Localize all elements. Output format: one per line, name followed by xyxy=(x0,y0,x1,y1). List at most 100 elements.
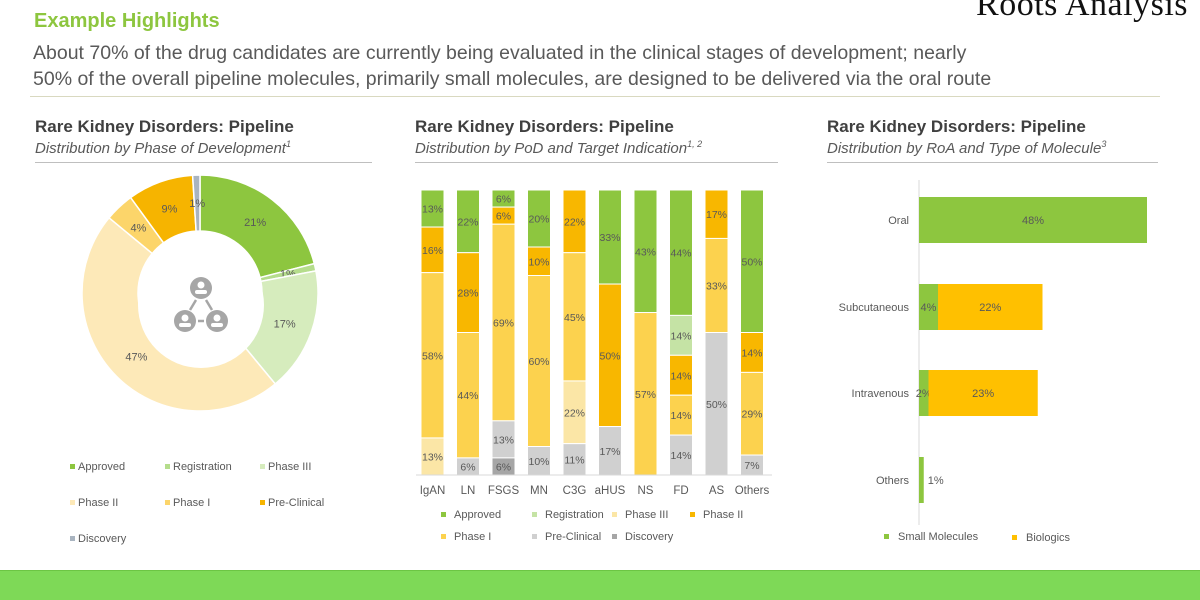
chart1-title: Rare Kidney Disorders: Pipeline xyxy=(35,117,294,136)
bar-label-ahus-approved: 33% xyxy=(599,232,620,244)
bar-label-others-phase-ii: 14% xyxy=(741,347,762,359)
legend-swatch-phase-iii xyxy=(260,464,265,469)
legend-swatch-discovery xyxy=(70,536,75,541)
bar-label-igan-approved: 13% xyxy=(422,204,443,216)
bar-label-ahus-pre-clinical: 17% xyxy=(599,446,620,458)
roots-analysis-logo: Roots Analysis xyxy=(976,0,1188,23)
donut-label-phase-i: 4% xyxy=(130,222,146,234)
legend-swatch-biologics xyxy=(1012,535,1017,540)
bar-label-as-phase-i: 33% xyxy=(706,280,727,292)
legend-swatch-discovery xyxy=(612,534,617,539)
bar-label-fd-registration: 14% xyxy=(670,330,691,342)
donut-label-discovery: 1% xyxy=(189,198,205,210)
chart3-rule xyxy=(827,162,1158,163)
legend-label-pre-clinical: Pre-Clinical xyxy=(545,531,601,543)
bar-label-others-pre-clinical: 7% xyxy=(744,460,759,472)
people-network-icon xyxy=(138,242,264,368)
x-tick-ahus: aHUS xyxy=(595,485,626,497)
legend-swatch-phase-i xyxy=(441,534,446,539)
chart2-title: Rare Kidney Disorders: Pipeline xyxy=(415,117,674,136)
legend-label-pre-clinical: Pre-Clinical xyxy=(268,497,324,509)
legend-label-small-molecules: Small Molecules xyxy=(898,531,979,543)
bar-label-others-approved: 50% xyxy=(741,256,762,268)
legend-swatch-phase-ii xyxy=(70,500,75,505)
bar-label-oral-small-molecules: 48% xyxy=(1022,215,1044,227)
legend-swatch-phase-ii xyxy=(690,512,695,517)
x-tick-mn: MN xyxy=(530,485,548,497)
bar-label-intravenous-small-molecules: 2% xyxy=(916,388,932,400)
legend-swatch-phase-i xyxy=(165,500,170,505)
donut-label-phase-iii: 17% xyxy=(274,318,296,330)
bar-label-igan-phase-iii: 13% xyxy=(422,451,443,463)
x-tick-as: AS xyxy=(709,485,725,497)
bar-oral-small-molecules xyxy=(919,197,1147,243)
y-tick-oral: Oral xyxy=(888,215,909,227)
bar-label-ns-approved: 43% xyxy=(635,246,656,258)
bar-intravenous-biologics xyxy=(928,370,1038,416)
legend-label-registration: Registration xyxy=(545,509,604,521)
legend-swatch-approved xyxy=(70,464,75,469)
legend-label-approved: Approved xyxy=(454,509,501,521)
bar-label-ln-phase-i: 44% xyxy=(457,390,478,402)
bar-label-fsgs-discovery: 6% xyxy=(496,461,511,473)
chart1-rule xyxy=(35,162,372,163)
legend-swatch-pre-clinical xyxy=(260,500,265,505)
legend-swatch-registration xyxy=(532,512,537,517)
legend-swatch-approved xyxy=(441,512,446,517)
donut-label-pre-clinical: 9% xyxy=(162,203,178,215)
bar-label-c3g-phase-ii: 22% xyxy=(564,216,585,228)
bar-label-fsgs-pre-clinical: 13% xyxy=(493,434,514,446)
bar-label-fd-pre-clinical: 14% xyxy=(670,450,691,462)
bar-subcutaneous-small-molecules xyxy=(919,284,938,330)
bar-label-ns-phase-i: 57% xyxy=(635,389,656,401)
bar-label-subcutaneous-biologics: 22% xyxy=(979,302,1001,314)
x-tick-ln: LN xyxy=(461,485,476,497)
donut-label-approved: 21% xyxy=(244,217,266,229)
donut-legend: Approved Registration Phase III Phase II Pha… xyxy=(70,461,324,545)
bar-label-as-pre-clinical: 50% xyxy=(706,399,727,411)
bar-label-mn-phase-ii: 10% xyxy=(528,256,549,268)
legend-label-discovery: Discovery xyxy=(625,531,674,543)
legend-swatch-pre-clinical xyxy=(532,534,537,539)
donut-label-phase-ii: 47% xyxy=(125,352,147,364)
bar-label-igan-phase-i: 58% xyxy=(422,350,443,362)
stacked-bar-legend: Approved Registration Phase III Phase II Pha… xyxy=(441,509,743,543)
bar-label-ln-pre-clinical: 6% xyxy=(460,461,475,473)
bar-label-ln-phase-ii: 28% xyxy=(457,288,478,300)
bar-label-c3g-pre-clinical: 11% xyxy=(564,454,584,466)
bar-label-c3g-phase-i: 45% xyxy=(564,312,585,324)
bar-label-others-phase-i: 29% xyxy=(741,409,762,421)
bar-label-mn-approved: 20% xyxy=(528,214,549,226)
legend-label-phase-i: Phase I xyxy=(173,497,210,509)
legend-label-phase-iii: Phase III xyxy=(625,509,668,521)
chart2-subtitle: Distribution by PoD and Target Indicatio… xyxy=(415,139,703,157)
bar-label-fsgs-approved: 6% xyxy=(496,194,511,206)
donut-slice-approved xyxy=(199,174,316,279)
bar-label-fsgs-phase-ii: 6% xyxy=(496,211,511,223)
legend-label-phase-ii: Phase II xyxy=(78,497,118,509)
x-tick-igan: IgAN xyxy=(420,485,446,497)
bar-label-intravenous-biologics: 23% xyxy=(972,388,994,400)
chart3-subtitle: Distribution by RoA and Type of Molecule… xyxy=(827,139,1107,157)
bar-label-igan-phase-ii: 16% xyxy=(422,245,443,257)
legend-swatch-phase-iii xyxy=(612,512,617,517)
y-tick-others: Others xyxy=(876,475,910,487)
x-tick-fsgs: FSGS xyxy=(488,485,520,497)
bar-label-fd-phase-ii: 14% xyxy=(670,370,691,382)
y-tick-subcutaneous: Subcutaneous xyxy=(839,302,910,314)
legend-swatch-registration xyxy=(165,464,170,469)
bar-subcutaneous-biologics xyxy=(938,284,1043,330)
donut-slice-discovery xyxy=(191,174,201,232)
horizontal-bar-legend: Small Molecules Biologics xyxy=(884,531,1071,544)
bar-label-mn-pre-clinical: 10% xyxy=(528,456,549,468)
legend-label-approved: Approved xyxy=(78,461,125,473)
stacked-bar-chart: 13% 16% 58% 13% IgAN 22% 28% 44% 6% LN 6% 6% 69% 13% 6… xyxy=(416,189,772,497)
bar-label-others-small-molecules: 1% xyxy=(928,475,944,487)
bar-label-c3g-phase-iii: 22% xyxy=(564,407,585,419)
chart1-subtitle: Distribution by Phase of Development1 xyxy=(35,139,291,157)
x-tick-fd: FD xyxy=(673,485,688,497)
bar-label-mn-phase-i: 60% xyxy=(528,356,549,368)
legend-label-registration: Registration xyxy=(173,461,232,473)
donut-chart: 21%1%17%47%4%9% 1% xyxy=(81,174,319,412)
